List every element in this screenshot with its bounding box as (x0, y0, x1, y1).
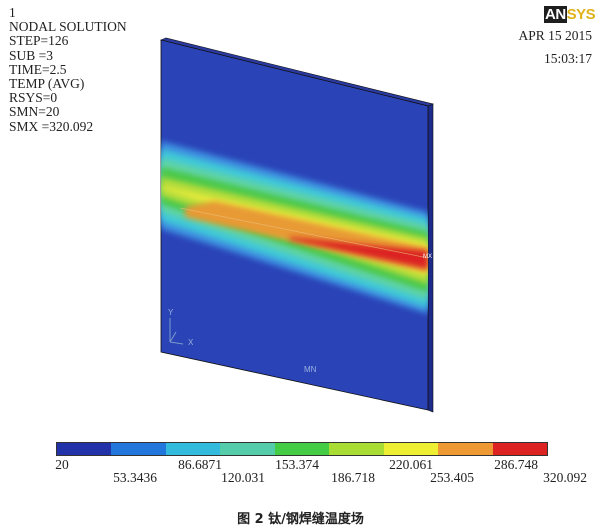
legend-swatch (438, 443, 493, 455)
solution-info-panel: 1 NODAL SOLUTION STEP=126 SUB =3 TIME=2.… (9, 5, 127, 134)
timestamp: APR 15 2015 15:03:17 (518, 24, 592, 70)
figure-caption: 图 2 钛/钢焊缝温度场 (237, 512, 364, 527)
info-line: SMX =320.092 (9, 118, 94, 134)
info-line: SUB =3 (9, 47, 54, 63)
legend-swatch (492, 443, 547, 455)
legend-tick: 186.718 (331, 470, 375, 485)
legend-tick: 320.092 (543, 470, 587, 485)
triad-x-label: X (188, 338, 194, 347)
legend-tick: 253.405 (430, 470, 474, 485)
legend-tick: 86.6871 (178, 457, 222, 472)
ansys-logo: ANSYS (544, 6, 596, 23)
legend-tick: 220.061 (389, 457, 433, 472)
axis-triad (169, 318, 184, 345)
legend-swatch (329, 443, 384, 455)
weld-line (179, 207, 428, 259)
time-label: 15:03:17 (543, 51, 592, 66)
info-line: RSYS=0 (9, 90, 58, 106)
legend-swatch (111, 443, 166, 455)
band-red (290, 237, 428, 269)
min-marker: MN (304, 365, 317, 374)
legend-tick: 120.031 (221, 470, 265, 485)
temperature-bands (161, 141, 428, 314)
window-number: 1 (9, 5, 16, 20)
legend-swatch (57, 443, 112, 455)
max-marker: MX (423, 254, 432, 260)
triad-y-label: Y (168, 308, 174, 317)
info-line: TIME=2.5 (9, 61, 67, 77)
legend-tick: 20 (55, 457, 69, 472)
legend-tick: 153.374 (275, 457, 319, 472)
legend-swatch (274, 443, 330, 455)
legend-tick: 286.748 (494, 457, 538, 472)
legend-swatch (220, 443, 275, 455)
legend-swatch (165, 443, 221, 455)
legend-swatch (383, 443, 439, 455)
info-line: NODAL SOLUTION (9, 19, 127, 35)
color-legend (56, 442, 548, 456)
info-line: STEP=126 (9, 33, 69, 49)
info-line: TEMP (AVG) (9, 76, 85, 92)
legend-tick: 53.3436 (113, 470, 157, 485)
date-label: APR 15 2015 (518, 28, 592, 43)
info-line: SMN=20 (9, 104, 60, 120)
